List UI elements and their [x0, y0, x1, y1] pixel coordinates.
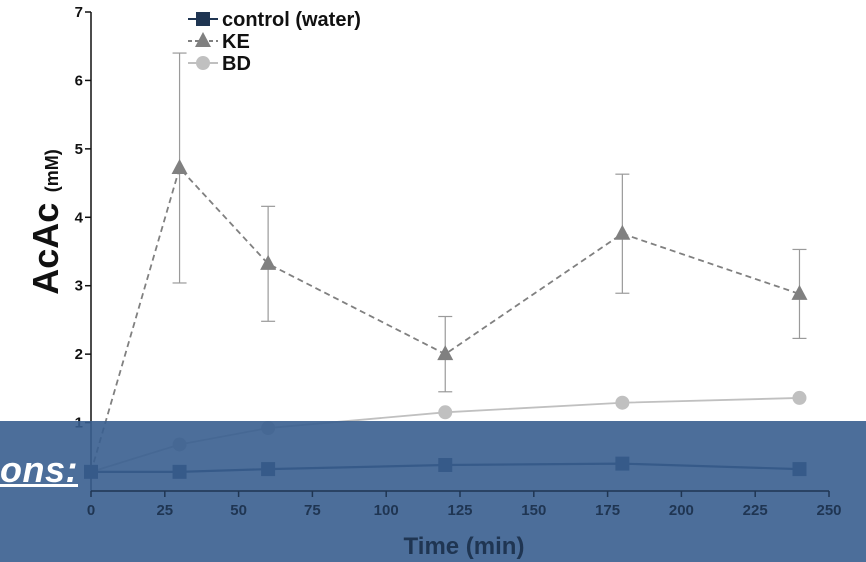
- overlay-banner: [0, 421, 866, 562]
- marker-triangle: [171, 159, 188, 175]
- y-tick-label: 4: [75, 209, 84, 226]
- y-tick-label: 3: [75, 278, 83, 295]
- marker-triangle: [260, 254, 277, 270]
- marker-circle: [438, 405, 453, 420]
- overlay-heading: ons:: [0, 449, 78, 490]
- marker-circle: [792, 390, 807, 405]
- series-line-1: [90, 166, 800, 473]
- legend-label-0: control (water): [222, 9, 361, 31]
- axes: 1234567: [75, 4, 92, 491]
- y-axis-label: AcAc: [25, 203, 66, 295]
- marker-triangle: [437, 345, 454, 361]
- marker-circle: [615, 395, 630, 410]
- legend-marker-square: [196, 12, 210, 26]
- y-tick-label: 2: [75, 346, 83, 363]
- legend-label-1: KE: [222, 31, 250, 53]
- legend-marker-triangle: [195, 32, 211, 47]
- y-tick-label: 7: [75, 4, 83, 21]
- y-axis-unit: (mM): [42, 149, 62, 192]
- y-axis-title: AcAc (mM): [25, 149, 66, 295]
- y-tick-label: 6: [75, 72, 83, 89]
- legend-label-2: BD: [222, 53, 251, 75]
- legend-marker-circle: [196, 56, 210, 70]
- marker-triangle: [791, 284, 808, 300]
- error-bars: [172, 52, 807, 393]
- y-tick-label: 5: [75, 141, 83, 158]
- marker-triangle: [614, 224, 631, 240]
